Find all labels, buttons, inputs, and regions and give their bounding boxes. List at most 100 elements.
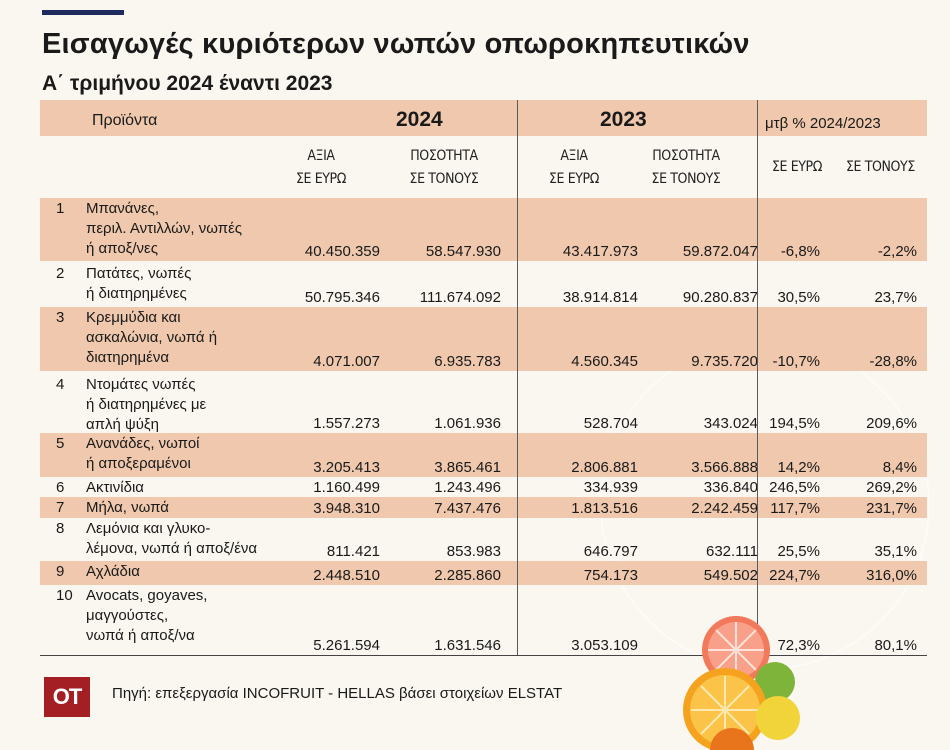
product-name-line: Λεμόνια και γλυκο- <box>86 520 211 537</box>
ot-logo: OT <box>44 677 90 717</box>
row-stripe <box>40 198 927 261</box>
row-number: 6 <box>56 479 65 496</box>
product-name-line: Avocats, goyaves, <box>86 587 208 604</box>
cell-ce: 117,7% <box>770 500 820 517</box>
header-qty-2024: ΠΟΣΟΤΗΤΑ ΣΕ ΤΟΝΟΥΣ <box>402 145 486 191</box>
cell-ce: 246,5% <box>769 479 820 496</box>
header-value-2023-l2: ΣΕ ΕΥΡΩ <box>549 171 599 187</box>
header-value-2023: ΑΞΙΑ ΣΕ ΕΥΡΩ <box>544 145 604 191</box>
header-value-2024-l2: ΣΕ ΕΥΡΩ <box>296 171 346 187</box>
row-number: 7 <box>56 499 65 516</box>
cell-q23: 549.502 <box>703 567 758 584</box>
cell-v24: 50.795.346 <box>304 289 380 306</box>
cell-v24: 40.450.359 <box>304 243 380 260</box>
citrus-fruits-image <box>683 616 800 750</box>
cell-ce: 25,5% <box>777 543 820 560</box>
cell-ct: 269,2% <box>866 479 917 496</box>
cell-ce: -10,7% <box>772 353 820 370</box>
product-name-line: απλή ψύξη <box>86 416 159 433</box>
product-name-line: Ντομάτες νωπές <box>86 376 196 393</box>
row-number: 4 <box>56 376 65 393</box>
cell-v23: 528.704 <box>583 415 638 432</box>
source-note: Πηγή: επεξεργασία INCOFRUIT - HELLAS βάσ… <box>112 685 563 702</box>
header-qty-2023-l2: ΣΕ ΤΟΝΟΥΣ <box>651 171 721 187</box>
cell-v23: 4.560.345 <box>571 353 638 370</box>
divider-2023-change <box>757 100 758 656</box>
row-number: 8 <box>56 520 65 537</box>
cell-q24: 1.631.546 <box>434 637 501 654</box>
cell-ce: 224,7% <box>769 567 820 584</box>
header-year-2023: 2023 <box>600 108 647 131</box>
row-number: 1 <box>56 200 65 217</box>
cell-q24: 7.437.476 <box>434 500 501 517</box>
cell-v24: 1.160.499 <box>313 479 380 496</box>
cell-ct: -2,2% <box>877 243 917 260</box>
header-year-2024: 2024 <box>396 108 443 131</box>
header-value-2024-l1: ΑΞΙΑ <box>307 148 335 164</box>
page-title: Εισαγωγές κυριότερων νωπών οπωροκηπευτικ… <box>42 28 750 60</box>
cell-ce: -6,8% <box>780 243 820 260</box>
row-stripe <box>40 497 927 518</box>
row-number: 9 <box>56 563 65 580</box>
cell-v23: 43.417.973 <box>562 243 638 260</box>
lemon <box>756 696 800 740</box>
row-number: 5 <box>56 435 65 452</box>
product-name-line: Μπανάνες, <box>86 200 160 217</box>
header-value-2023-l1: ΑΞΙΑ <box>560 148 588 164</box>
header-change-ton: ΣΕ ΤΟΝΟΥΣ <box>846 159 915 175</box>
cell-ct: 35,1% <box>874 543 917 560</box>
product-name-line: Πατάτες, νωπές <box>86 265 192 282</box>
product-name-line: Ακτινίδια <box>86 479 144 496</box>
product-name-line: Μήλα, νωπά <box>86 499 169 516</box>
cell-v23: 1.813.516 <box>571 500 638 517</box>
product-name-line: ή διατηρημένες με <box>86 396 207 413</box>
cell-v24: 3.948.310 <box>313 500 380 517</box>
row-number: 3 <box>56 309 65 326</box>
cell-ce: 14,2% <box>777 459 820 476</box>
header-change: μτβ % 2024/2023 <box>765 115 881 132</box>
orange-whole <box>710 728 754 750</box>
cell-q23: 3.566.888 <box>691 459 758 476</box>
cell-q24: 3.865.461 <box>434 459 501 476</box>
cell-ct: 23,7% <box>874 289 917 306</box>
product-name-line: ή αποξ/νες <box>86 240 158 257</box>
cell-ct: 231,7% <box>866 500 917 517</box>
cell-v23: 646.797 <box>583 543 638 560</box>
cell-v23: 38.914.814 <box>562 289 638 306</box>
row-stripe <box>40 561 927 585</box>
cell-q24: 111.674.092 <box>419 289 501 306</box>
cell-q23: 90.280.837 <box>682 289 758 306</box>
cell-q23: 9.735.720 <box>691 353 758 370</box>
product-name-line: λέμονα, νωπά ή αποξ/ένα <box>86 540 258 557</box>
product-name-line: Αχλάδια <box>86 563 140 580</box>
cell-ce: 194,5% <box>769 415 820 432</box>
cell-q24: 853.983 <box>446 543 501 560</box>
imports-table: Προϊόντα 2024 2023 μτβ % 2024/2023 ΑΞΙΑ Σ… <box>40 100 927 656</box>
cell-v24: 1.557.273 <box>313 415 380 432</box>
page-subtitle: Α΄ τριμήνου 2024 έναντι 2023 <box>42 72 333 95</box>
cell-q23: 2.242.459 <box>691 500 758 517</box>
cell-q24: 6.935.783 <box>434 353 501 370</box>
cell-ct: 80,1% <box>874 637 917 654</box>
footer-divider <box>40 655 927 656</box>
cell-v23: 334.939 <box>583 479 638 496</box>
product-name-line: μαγγούστες, <box>86 607 169 624</box>
cell-q24: 1.243.496 <box>434 479 501 496</box>
cell-q23: 59.872.047 <box>682 243 758 260</box>
cell-v24: 4.071.007 <box>313 353 380 370</box>
header-qty-2024-l1: ΠΟΣΟΤΗΤΑ <box>410 148 478 164</box>
product-name-line: νωπά ή αποξ/να <box>86 627 195 644</box>
product-name-line: περιλ. Αντιλλών, νωπές <box>86 220 242 237</box>
row-stripe <box>40 433 927 477</box>
cell-v23: 3.053.109 <box>571 637 638 654</box>
cell-q23: 343.024 <box>703 415 758 432</box>
cell-ce: 72,3% <box>777 637 820 654</box>
cell-v24: 811.421 <box>326 543 380 560</box>
header-change-eur: ΣΕ ΕΥΡΩ <box>772 159 822 175</box>
product-name-line: διατηρημένα <box>86 349 169 366</box>
header-value-2024: ΑΞΙΑ ΣΕ ΕΥΡΩ <box>291 145 351 191</box>
cell-v24: 3.205.413 <box>313 459 380 476</box>
cell-q23: 632.111 <box>706 543 758 560</box>
header-qty-2023-l1: ΠΟΣΟΤΗΤΑ <box>652 148 720 164</box>
product-name-line: Ανανάδες, νωποί <box>86 435 200 452</box>
